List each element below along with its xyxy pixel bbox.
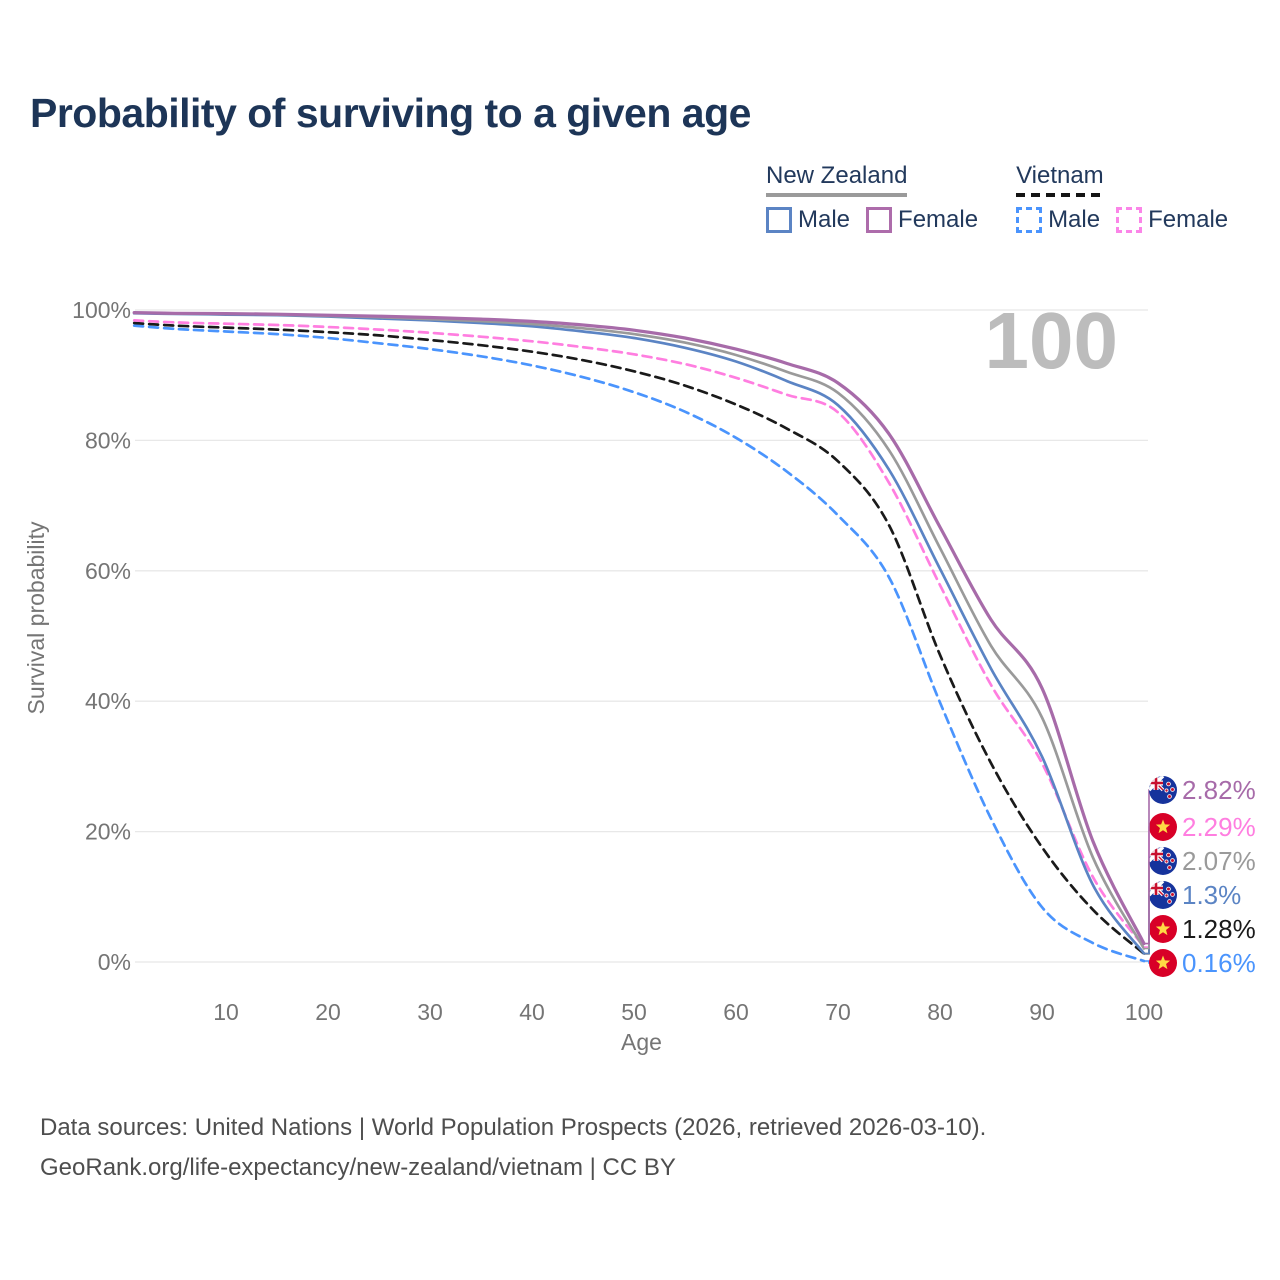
vn-flag-icon — [1149, 949, 1177, 977]
x-tick-label: 10 — [213, 999, 239, 1025]
end-value-label: 0.16% — [1182, 948, 1256, 978]
end-label-vn-male: 0.16% — [1149, 948, 1256, 978]
legend-group-vietnam: Vietnam Male Female — [1016, 162, 1228, 234]
legend-item-nz-female[interactable]: Female — [866, 206, 978, 234]
end-label-vn-female: 2.29% — [1149, 812, 1256, 842]
x-tick-label: 60 — [723, 999, 749, 1025]
legend-heading-label: New Zealand — [766, 162, 908, 189]
x-tick-label: 100 — [1125, 999, 1163, 1025]
curve-nz-male[interactable] — [132, 311, 1146, 955]
legend-item-nz-male[interactable]: Male — [766, 206, 850, 234]
curve-nz-both[interactable] — [132, 311, 1146, 950]
y-tick-label: 40% — [85, 688, 131, 714]
footer-line-link: GeoRank.org/life-expectancy/new-zealand/… — [40, 1154, 676, 1181]
x-tick-label: 80 — [927, 999, 953, 1025]
end-value-label: 2.82% — [1182, 775, 1256, 805]
y-tick-label: 60% — [85, 558, 131, 584]
x-axis-title: Age — [621, 1029, 662, 1055]
curve-nz-female[interactable] — [132, 311, 1146, 946]
legend-item-label: Male — [798, 206, 851, 233]
axis-labels: 0% 20% 40% 60% 80% 100% 10 20 30 40 50 60 70 80 90 100 A… — [23, 297, 1163, 1055]
legend-item-vn-female[interactable]: Female — [1116, 206, 1228, 234]
curve-vn-female[interactable] — [132, 319, 1146, 949]
end-value-label: 1.28% — [1182, 914, 1256, 944]
x-tick-label: 30 — [417, 999, 443, 1025]
vn-male-swatch-icon — [1016, 207, 1043, 233]
x-tick-label: 20 — [315, 999, 341, 1025]
x-tick-label: 70 — [825, 999, 851, 1025]
nz-female-swatch-icon — [866, 207, 893, 233]
new-zealand-line-sample — [766, 193, 908, 197]
x-tick-label: 40 — [519, 999, 545, 1025]
data-source-footer: Data sources: United Nations | World Pop… — [40, 1108, 986, 1188]
legend-item-label: Female — [1148, 206, 1229, 233]
footer-line-sources: Data sources: United Nations | World Pop… — [40, 1114, 987, 1141]
y-tick-label: 0% — [98, 949, 131, 975]
nz-flag-icon — [1148, 775, 1177, 804]
end-value-label: 1.3% — [1182, 880, 1241, 910]
chart-legend: New Zealand Male Female Vietnam Male — [766, 162, 1228, 234]
end-value-label: 2.07% — [1182, 846, 1256, 876]
legend-group-new-zealand: New Zealand Male Female — [766, 162, 978, 234]
vn-flag-icon — [1149, 915, 1177, 943]
end-label-nz-male: 1.3% — [1148, 880, 1241, 910]
y-tick-label: 20% — [85, 819, 131, 845]
vn-female-swatch-icon — [1116, 207, 1143, 233]
end-label-nz-both: 2.07% — [1148, 846, 1256, 876]
end-label-vn-both: 1.28% — [1149, 914, 1256, 944]
gridlines — [135, 309, 1148, 963]
nz-male-swatch-icon — [766, 207, 792, 233]
page-title: Probability of surviving to a given age — [30, 90, 751, 136]
y-axis-title: Survival probability — [23, 521, 49, 715]
end-value-label: 2.29% — [1182, 812, 1256, 842]
end-label-nz-female: 2.82% — [1148, 775, 1256, 805]
hovered-age-watermark: 100 — [985, 296, 1118, 385]
legend-item-vn-male[interactable]: Male — [1016, 206, 1100, 234]
nz-flag-icon — [1148, 880, 1177, 909]
legend-heading-vietnam: Vietnam — [1016, 162, 1104, 197]
x-tick-label: 90 — [1029, 999, 1055, 1025]
legend-heading-label: Vietnam — [1016, 162, 1104, 189]
vietnam-line-sample — [1016, 193, 1104, 197]
legend-item-label: Male — [1048, 206, 1101, 233]
y-tick-label: 80% — [85, 427, 131, 453]
curve-vn-male[interactable] — [132, 324, 1146, 963]
x-tick-label: 50 — [621, 999, 647, 1025]
y-tick-label: 100% — [72, 297, 131, 323]
vn-flag-icon — [1149, 813, 1177, 841]
curve-vn-both[interactable] — [132, 321, 1146, 956]
legend-heading-new-zealand: New Zealand — [766, 162, 908, 197]
nz-flag-icon — [1148, 846, 1177, 875]
legend-item-label: Female — [898, 206, 979, 233]
